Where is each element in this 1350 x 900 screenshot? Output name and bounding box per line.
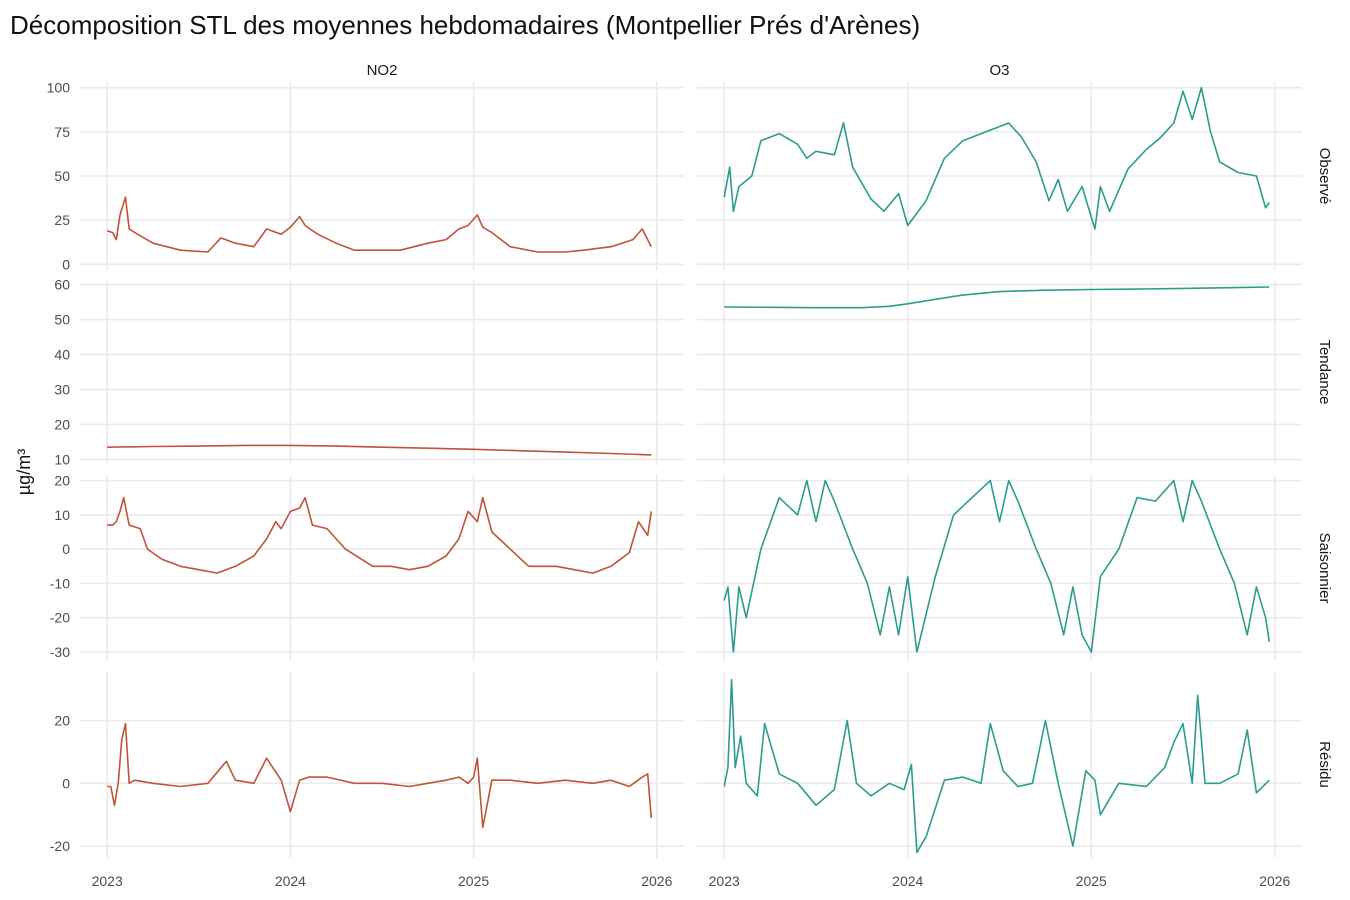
row-label-residu: Résidu xyxy=(1316,741,1333,788)
row-label-observe: Observé xyxy=(1316,148,1333,205)
y-tick-label: -30 xyxy=(50,644,70,660)
facet-panels: NO2 O3 Observé Tendance Saisonnier Résidu 0 25 5… xyxy=(47,62,1333,889)
panel-o3-tendance xyxy=(697,279,1302,465)
row-label-saisonnier: Saisonnier xyxy=(1316,533,1333,604)
y-tick-label: 50 xyxy=(54,168,70,184)
row-label-tendance: Tendance xyxy=(1316,339,1333,404)
series-line-no2-residu xyxy=(107,722,653,829)
x-tick-label: 2024 xyxy=(275,873,306,889)
panel-o3-saisonnier xyxy=(697,475,1302,661)
y-tick-label: 50 xyxy=(54,312,70,328)
y-tick-label: 20 xyxy=(54,713,70,729)
y-tick-label: -20 xyxy=(50,838,70,854)
x-tick-label: 2026 xyxy=(1259,873,1290,889)
y-tick-label: 75 xyxy=(54,124,70,140)
y-axis-label: µg/m³ xyxy=(14,449,34,495)
y-tick-label: 30 xyxy=(54,381,70,397)
series-line-o3-observe xyxy=(723,86,1270,230)
series-line-o3-tendance xyxy=(724,286,1270,309)
y-tick-label: 10 xyxy=(54,451,70,467)
y-tick-label: 0 xyxy=(62,256,70,272)
panel-o3-residu xyxy=(697,671,1302,858)
strip-label-o3: O3 xyxy=(989,62,1009,79)
series-line-o3-residu xyxy=(723,678,1270,854)
x-tick-label: 2024 xyxy=(892,873,923,889)
x-tick-label: 2026 xyxy=(641,873,672,889)
y-tick-label: 100 xyxy=(47,80,71,96)
y-tick-label: 25 xyxy=(54,212,70,228)
y-tick-label: -10 xyxy=(50,575,70,591)
x-tick-label: 2023 xyxy=(92,873,123,889)
series-line-o3-saisonnier xyxy=(723,479,1271,653)
chart-title: Décomposition STL des moyennes hebdomada… xyxy=(10,10,920,40)
series-line-no2-tendance xyxy=(107,444,652,456)
panel-o3-observe xyxy=(697,82,1302,270)
x-tick-label: 2023 xyxy=(709,873,740,889)
y-tick-label: 20 xyxy=(54,473,70,489)
y-tick-label: 0 xyxy=(62,775,70,791)
y-tick-label: -20 xyxy=(50,610,70,626)
y-tick-label: 20 xyxy=(54,416,70,432)
panel-no2-tendance xyxy=(80,279,684,465)
series-line-no2-observe xyxy=(106,196,653,253)
strip-label-no2: NO2 xyxy=(367,62,398,79)
y-tick-label: 10 xyxy=(54,507,70,523)
x-tick-label: 2025 xyxy=(1076,873,1107,889)
y-tick-label: 40 xyxy=(54,347,70,363)
y-tick-label: 60 xyxy=(54,277,70,293)
panel-no2-observe xyxy=(80,82,684,270)
y-tick-label: 0 xyxy=(62,541,70,557)
x-tick-label: 2025 xyxy=(458,873,489,889)
panel-no2-residu xyxy=(80,671,684,858)
series-line-no2-saisonnier xyxy=(107,496,653,574)
panel-no2-saisonnier xyxy=(80,475,684,661)
